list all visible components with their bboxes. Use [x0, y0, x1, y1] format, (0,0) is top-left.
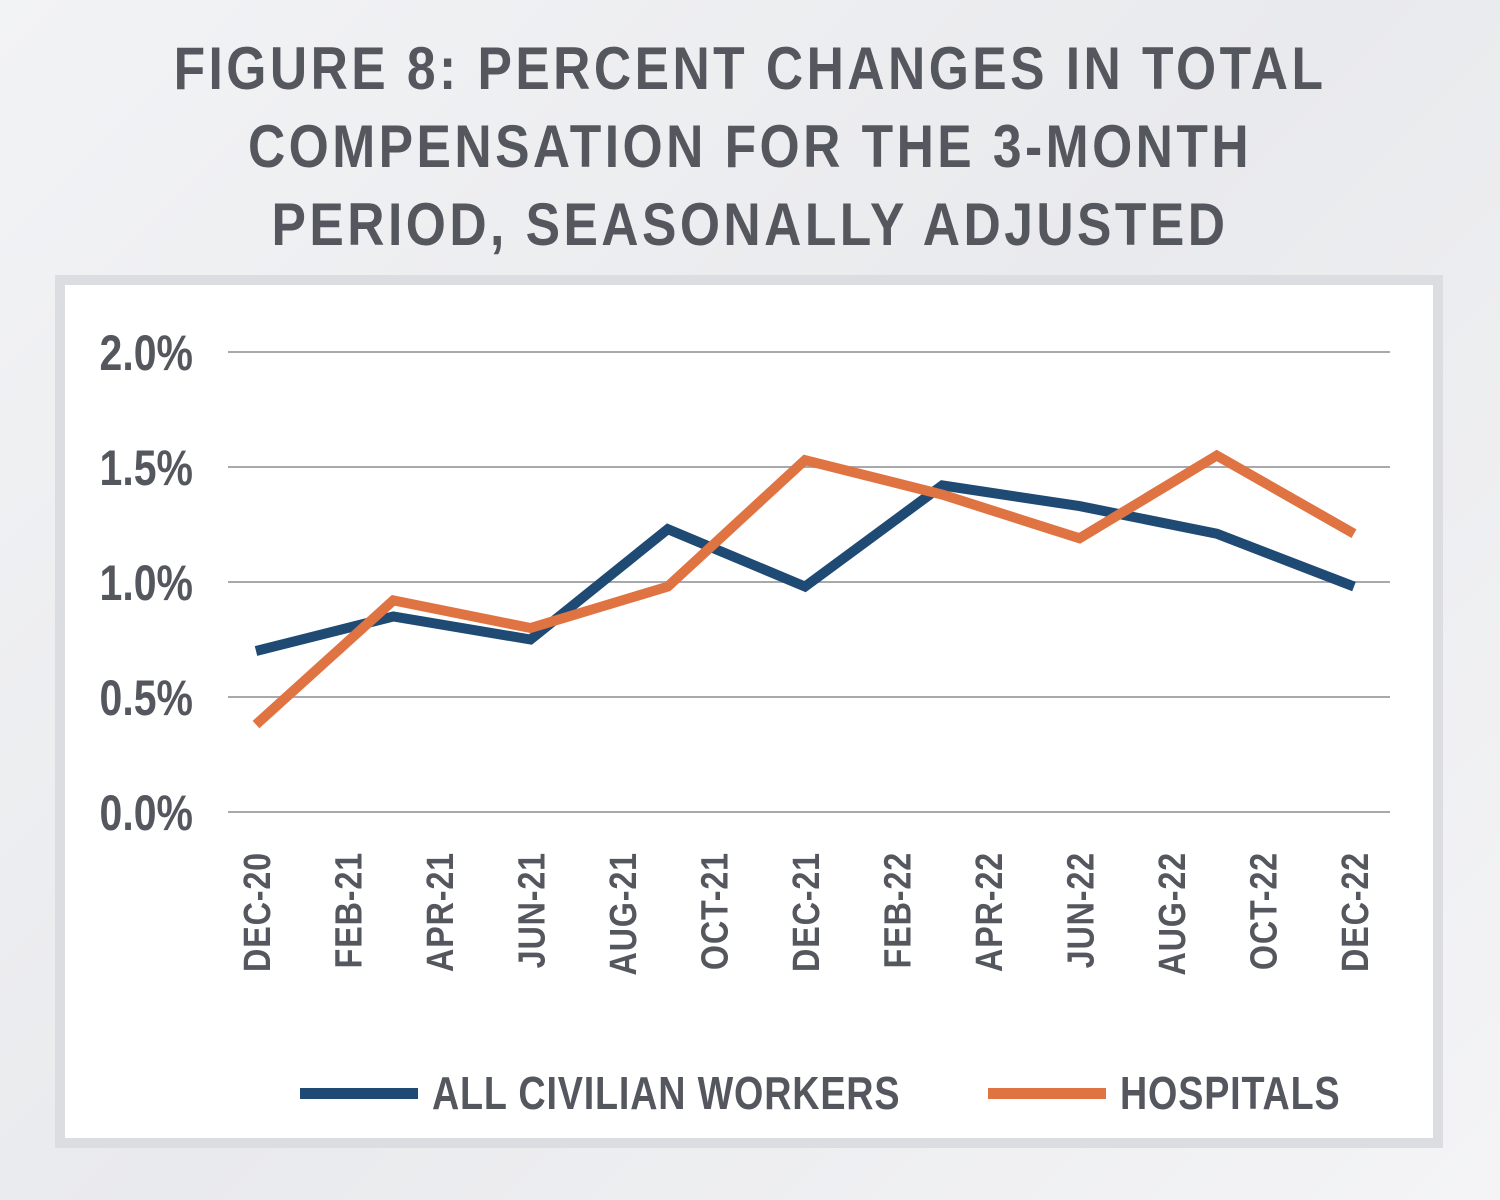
- series-line-all-civilian-workers: [254, 480, 1356, 656]
- x-tick-label: DEC-20: [237, 852, 279, 972]
- x-tick-label: FEB-22: [877, 852, 919, 968]
- chart-panel-inner: [65, 285, 1433, 1138]
- chart-panel: [55, 275, 1443, 1148]
- x-tick-label: OCT-21: [694, 852, 736, 970]
- title-line-1: FIGURE 8: PERCENT CHANGES IN TOTAL: [173, 35, 1327, 102]
- legend-swatch-hospitals: [988, 1087, 1106, 1099]
- legend-label-hospitals: HOSPITALS: [1120, 1067, 1341, 1119]
- legend-item-hospitals: HOSPITALS: [988, 1063, 1389, 1123]
- y-tick-label: 0.0%: [100, 785, 193, 841]
- series-line-hospitals: [252, 449, 1357, 729]
- x-tick-label: APR-21: [420, 852, 462, 972]
- legend-swatch-all-civilian-workers: [300, 1087, 418, 1099]
- y-tick-label: 2.0%: [100, 325, 193, 381]
- legend-item-all-civilian-workers: ALL CIVILIAN WORKERS: [300, 1063, 1003, 1123]
- y-tick-label: 0.5%: [100, 670, 193, 726]
- x-tick-label: JUN-22: [1060, 852, 1102, 968]
- x-tick-label: DEC-22: [1335, 852, 1377, 972]
- x-tick-label: JUN-21: [511, 852, 553, 968]
- y-tick-label: 1.0%: [100, 555, 193, 611]
- x-tick-label: FEB-21: [328, 852, 370, 968]
- x-tick-label: APR-22: [969, 852, 1011, 972]
- x-tick-label: DEC-21: [786, 852, 828, 972]
- x-tick-label: AUG-22: [1152, 852, 1194, 976]
- chart-legend: ALL CIVILIAN WORKERS HOSPITALS: [0, 1063, 1500, 1123]
- x-tick-label: OCT-22: [1243, 852, 1285, 970]
- chart-title: FIGURE 8: PERCENT CHANGES IN TOTAL COMPE…: [105, 30, 1395, 264]
- x-tick-label: AUG-21: [603, 852, 645, 976]
- y-tick-label: 1.5%: [100, 440, 193, 496]
- title-line-3: PERIOD, SEASONALLY ADJUSTED: [271, 191, 1229, 258]
- title-line-2: COMPENSATION FOR THE 3-MONTH: [247, 113, 1253, 180]
- legend-label-all-civilian-workers: ALL CIVILIAN WORKERS: [432, 1067, 901, 1119]
